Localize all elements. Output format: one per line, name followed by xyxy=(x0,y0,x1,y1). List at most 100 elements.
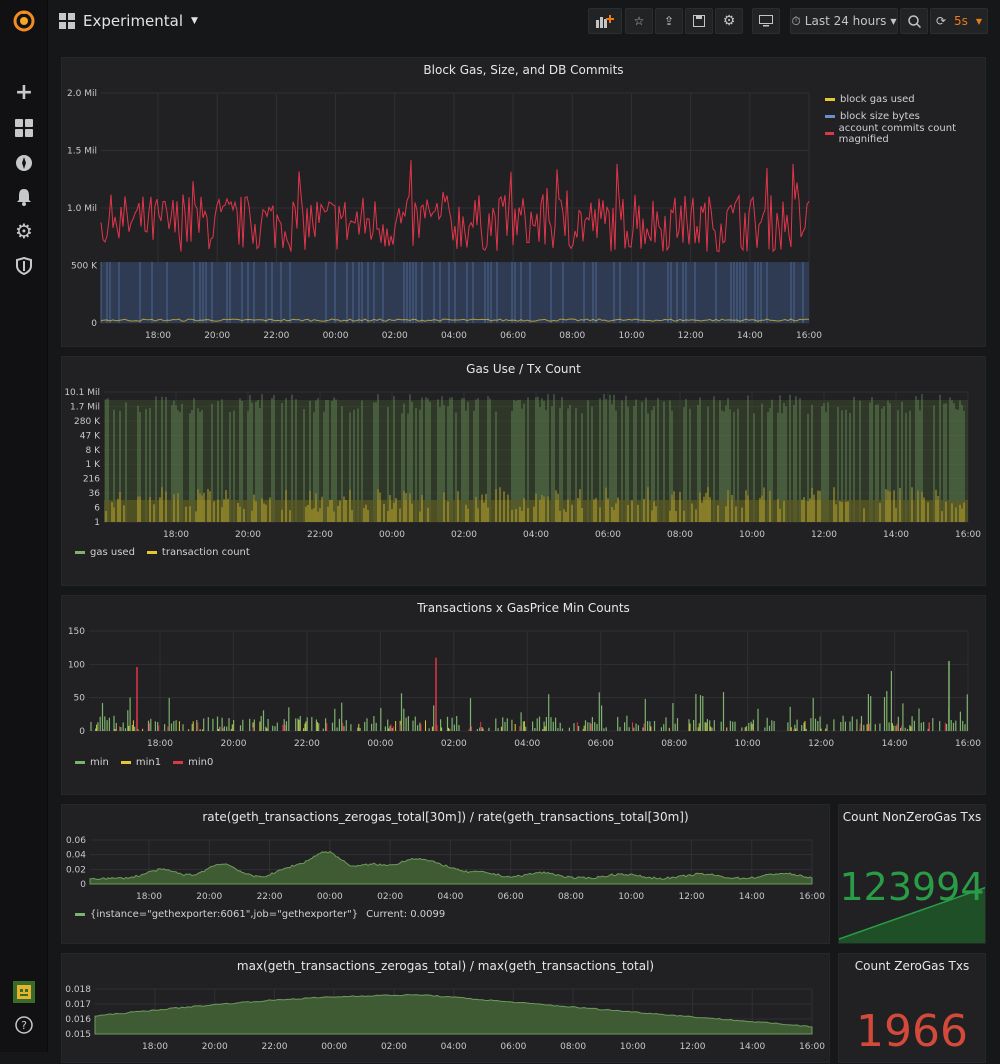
x-tick-label: 08:00 xyxy=(559,331,585,341)
add-panel-button[interactable] xyxy=(588,8,622,34)
legend-current-value: Current: 0.0099 xyxy=(366,909,446,920)
series-line-commits xyxy=(100,159,810,253)
refresh-picker[interactable]: ⟳ 5s ▼ xyxy=(930,8,988,34)
x-tick-label: 10:00 xyxy=(620,1042,646,1052)
x-tick-label: 20:00 xyxy=(220,739,246,749)
x-tick-label: 14:00 xyxy=(739,1042,765,1052)
legend-item[interactable]: block size bytes xyxy=(825,108,920,125)
panel-block-gas[interactable]: Block Gas, Size, and DB Commits 2.0 Mil 1… xyxy=(61,57,986,347)
panel-gas-use-tx-count[interactable]: Gas Use / Tx Count 10.1 Mil 1.7 Mil 280 K 4… xyxy=(61,356,986,586)
zoom-icon xyxy=(907,14,921,28)
dashboards-icon xyxy=(59,13,75,29)
x-tick-label: 10:00 xyxy=(618,331,644,341)
y-tick-label: 50 xyxy=(74,694,86,704)
x-tick-label: 02:00 xyxy=(381,1042,407,1052)
x-tick-label: 10:00 xyxy=(735,739,761,749)
explore-icon[interactable] xyxy=(12,151,36,175)
y-tick-label: 1 xyxy=(94,518,100,528)
time-picker[interactable]: ⏱ Last 24 hours ▼ xyxy=(790,8,898,34)
y-tick-label: 47 K xyxy=(80,431,101,441)
svg-text:?: ? xyxy=(21,1019,27,1032)
legend-item[interactable]: gas used xyxy=(75,547,135,558)
x-tick-label: 00:00 xyxy=(367,739,393,749)
panel-title: Gas Use / Tx Count xyxy=(466,362,581,376)
x-tick-label: 12:00 xyxy=(808,739,834,749)
y-tick-label: 0.02 xyxy=(66,865,86,875)
y-tick-label: 0 xyxy=(79,727,85,737)
panel-zerogas-rate[interactable]: rate(geth_transactions_zerogas_total[30m… xyxy=(61,804,830,944)
x-tick-label: 18:00 xyxy=(142,1042,168,1052)
y-tick-label: 150 xyxy=(68,627,85,637)
y-tick-label: 0.015 xyxy=(65,1030,91,1040)
alert-bell-icon[interactable] xyxy=(12,185,36,209)
legend-item[interactable]: block gas used xyxy=(825,91,915,108)
dashboard-picker[interactable]: Experimental ▼ xyxy=(59,12,198,30)
settings-button[interactable]: ⚙ xyxy=(715,8,743,34)
x-tick-label: 02:00 xyxy=(451,530,477,540)
legend-item[interactable]: min xyxy=(75,757,109,768)
sidebar: + ⚙ ? xyxy=(0,0,48,1052)
x-tick-label: 16:00 xyxy=(799,1042,825,1052)
dashboard-title: Experimental xyxy=(83,12,184,30)
x-tick-label: 18:00 xyxy=(136,892,162,902)
panel-title: max(geth_transactions_zerogas_total) / m… xyxy=(236,959,655,973)
x-tick-label: 00:00 xyxy=(379,530,405,540)
x-tick-label: 12:00 xyxy=(678,331,704,341)
y-tick-label: 0.018 xyxy=(65,985,91,995)
legend: {instance="gethexporter:6061",job="gethe… xyxy=(75,909,445,920)
x-tick-label: 14:00 xyxy=(883,530,909,540)
x-tick-label: 18:00 xyxy=(163,530,189,540)
x-tick-label: 12:00 xyxy=(811,530,837,540)
plus-icon[interactable]: + xyxy=(14,79,34,105)
x-tick-label: 06:00 xyxy=(588,739,614,749)
y-tick-label: 0.04 xyxy=(66,851,86,861)
x-tick-label: 16:00 xyxy=(955,530,981,540)
legend-item[interactable]: min1 xyxy=(120,757,161,768)
legend: gas used transaction count xyxy=(75,547,250,558)
x-tick-label: 06:00 xyxy=(500,1042,526,1052)
gear-icon: ⚙ xyxy=(722,13,736,29)
x-tick-label: 16:00 xyxy=(796,331,822,341)
panel-zerogas-ratio[interactable]: max(geth_transactions_zerogas_total) / m… xyxy=(61,953,830,1063)
panel-gasprice-min-counts[interactable]: Transactions x GasPrice Min Counts 150 10… xyxy=(61,595,986,795)
share-button[interactable]: ⇪ xyxy=(655,8,683,34)
x-tick-label: 20:00 xyxy=(196,892,222,902)
x-tick-label: 04:00 xyxy=(441,331,467,341)
y-tick-label: 280 K xyxy=(74,417,101,427)
help-icon[interactable]: ? xyxy=(12,1013,36,1037)
legend-item[interactable]: transaction count xyxy=(146,547,250,558)
x-tick-label: 02:00 xyxy=(382,331,408,341)
avatar[interactable] xyxy=(12,980,36,1004)
gasprice-chart: 150 100 50 0 18:00 20:00 22:00 00:00 02:00 04:00 0… xyxy=(68,627,981,749)
x-tick-label: 16:00 xyxy=(955,739,981,749)
y-tick-label: 0.06 xyxy=(66,836,86,846)
dashboards-icon[interactable] xyxy=(12,116,36,140)
x-tick-label: 04:00 xyxy=(523,530,549,540)
tv-mode-button[interactable] xyxy=(752,8,780,34)
x-tick-label: 04:00 xyxy=(514,739,540,749)
zoom-out-button[interactable] xyxy=(900,8,928,34)
time-range-label: Last 24 hours xyxy=(804,14,887,28)
panel-count-zerogas[interactable]: Count ZeroGas Txs 1966 xyxy=(838,953,986,1063)
x-tick-label: 22:00 xyxy=(263,331,289,341)
star-icon: ☆ xyxy=(633,14,645,28)
legend-item[interactable]: {instance="gethexporter:6061",job="gethe… xyxy=(75,909,358,920)
save-icon xyxy=(693,15,705,27)
x-tick-label: 22:00 xyxy=(307,530,333,540)
star-button[interactable]: ☆ xyxy=(625,8,653,34)
gas-use-chart: 10.1 Mil 1.7 Mil 280 K 47 K 8 K 1 K 216 36 6 1 18:… xyxy=(64,388,981,540)
gear-icon[interactable]: ⚙ xyxy=(15,219,33,243)
stat-value: 1966 xyxy=(856,1006,968,1057)
legend-item[interactable]: account commits count magnified xyxy=(825,123,985,145)
x-tick-label: 20:00 xyxy=(202,1042,228,1052)
save-button[interactable] xyxy=(685,8,713,34)
x-tick-label: 08:00 xyxy=(667,530,693,540)
x-tick-label: 10:00 xyxy=(618,892,644,902)
legend-item[interactable]: min0 xyxy=(173,757,213,768)
x-tick-label: 06:00 xyxy=(500,331,526,341)
zerogas-ratio-chart: 0.018 0.017 0.016 0.015 18:00 20:00 22:00 00:00… xyxy=(65,985,825,1052)
dashboard-navbar: Experimental ▼ ☆ ⇪ ⚙ ⏱ Last 24 hours ▼ ⟳… xyxy=(47,0,1000,46)
panel-count-nonzerogas[interactable]: Count NonZeroGas Txs 123994 xyxy=(838,804,986,944)
grafana-logo-icon[interactable] xyxy=(12,9,36,33)
shield-icon[interactable] xyxy=(12,254,36,278)
